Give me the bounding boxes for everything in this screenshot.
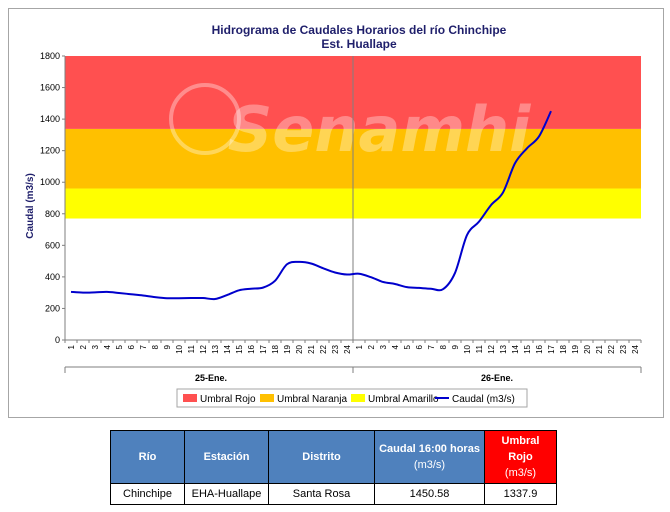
date-label-day1: 25-Ene. xyxy=(195,373,227,383)
x-tick-label: 10 xyxy=(463,344,472,353)
x-tick-label: 3 xyxy=(379,344,388,349)
x-tick-label: 7 xyxy=(427,344,436,349)
cell-umbral-rojo: 1337.9 xyxy=(484,483,557,505)
x-tick-label: 17 xyxy=(259,344,268,353)
x-tick-label: 11 xyxy=(475,344,484,353)
legend-swatch-rojo xyxy=(183,394,197,402)
x-tick-label: 11 xyxy=(187,344,196,353)
series-line-caudal xyxy=(70,110,552,301)
x-tick-label: 1 xyxy=(355,344,364,349)
x-tick-label: 21 xyxy=(307,344,316,353)
x-tick-label: 19 xyxy=(283,344,292,353)
y-tick-label: 800 xyxy=(45,209,60,219)
x-tick-label: 10 xyxy=(175,344,184,353)
x-tick-label: 16 xyxy=(535,344,544,353)
y-tick-label: 1000 xyxy=(40,177,60,187)
x-tick-label: 6 xyxy=(415,344,424,349)
x-tick-label: 4 xyxy=(391,344,400,349)
table-row: Chinchipe EHA-Huallape Santa Rosa 1450.5… xyxy=(110,483,557,505)
chart-legend: Umbral Rojo Umbral Naranja Umbral Amaril… xyxy=(176,388,528,408)
x-tick-label: 16 xyxy=(247,344,256,353)
header-estacion: Estación xyxy=(184,430,269,484)
x-tick-label: 7 xyxy=(139,344,148,349)
x-tick-label: 22 xyxy=(607,344,616,353)
legend-label-naranja: Umbral Naranja xyxy=(277,394,347,405)
y-tick-label: 1200 xyxy=(40,146,60,156)
x-tick-label: 9 xyxy=(163,344,172,349)
header-caudal: Caudal 16:00 horas (m3/s) xyxy=(374,430,485,484)
x-tick-label: 22 xyxy=(319,344,328,353)
y-tick-label: 1800 xyxy=(40,51,60,61)
x-tick-label: 12 xyxy=(487,344,496,353)
date-label-day2: 26-Ene. xyxy=(481,373,513,383)
x-tick-label: 23 xyxy=(619,344,628,353)
x-tick-label: 13 xyxy=(211,344,220,353)
legend-swatch-amarillo xyxy=(351,394,365,402)
x-tick-label: 24 xyxy=(343,344,352,353)
x-tick-label: 3 xyxy=(91,344,100,349)
y-tick-label: 200 xyxy=(45,303,60,313)
x-tick-label: 18 xyxy=(271,344,280,353)
y-tick-label: 0 xyxy=(55,335,60,345)
x-tick-label: 1 xyxy=(67,344,76,349)
x-tick-label: 4 xyxy=(103,344,112,349)
cell-estacion: EHA-Huallape xyxy=(184,483,269,505)
x-tick-label: 5 xyxy=(403,344,412,349)
legend-label-amarillo: Umbral Amarillo xyxy=(368,394,439,405)
y-tick-label: 1600 xyxy=(40,83,60,93)
x-tick-label: 2 xyxy=(79,344,88,349)
x-tick-label: 19 xyxy=(571,344,580,353)
x-tick-label: 20 xyxy=(583,344,592,353)
x-tick-label: 14 xyxy=(511,344,520,353)
x-tick-label: 23 xyxy=(331,344,340,353)
legend-label-caudal: Caudal (m3/s) xyxy=(452,394,515,405)
x-tick-label: 5 xyxy=(115,344,124,349)
x-tick-label: 9 xyxy=(451,344,460,349)
watermark-sun-icon xyxy=(169,83,241,155)
x-tick-label: 17 xyxy=(547,344,556,353)
header-rio: Río xyxy=(110,430,185,484)
x-tick-label: 8 xyxy=(439,344,448,349)
x-tick-label: 21 xyxy=(595,344,604,353)
cell-caudal: 1450.58 xyxy=(374,483,485,505)
chart-frame: Hidrograma de Caudales Horarios del río … xyxy=(8,8,664,418)
y-tick-label: 400 xyxy=(45,272,60,282)
y-tick-label: 1400 xyxy=(40,114,60,124)
legend-label-rojo: Umbral Rojo xyxy=(200,394,256,405)
x-tick-label: 20 xyxy=(295,344,304,353)
x-tick-label: 12 xyxy=(199,344,208,353)
cell-distrito: Santa Rosa xyxy=(268,483,375,505)
hydrograph-chart: Hidrograma de Caudales Horarios del río … xyxy=(25,23,642,408)
x-tick-label: 13 xyxy=(499,344,508,353)
x-tick-label: 15 xyxy=(523,344,532,353)
x-tick-label: 8 xyxy=(151,344,160,349)
chart-title: Hidrograma de Caudales Horarios del río … xyxy=(212,23,507,37)
chart-subtitle: Est. Huallape xyxy=(321,37,397,51)
station-info-table: Río Estación Distrito Caudal 16:00 horas… xyxy=(110,430,557,505)
x-tick-label: 15 xyxy=(235,344,244,353)
table-header-row: Río Estación Distrito Caudal 16:00 horas… xyxy=(110,430,557,484)
x-tick-label: 24 xyxy=(631,344,640,353)
y-tick-label: 600 xyxy=(45,240,60,250)
plot-area: Senamhi 0 200 400 600 800 1000 1200 1400 1600 1800… xyxy=(40,51,642,373)
header-umbral-rojo: Umbral Rojo (m3/s) xyxy=(484,430,557,484)
y-axis-title: Caudal (m3/s) xyxy=(25,173,36,239)
cell-rio: Chinchipe xyxy=(110,483,185,505)
x-tick-label: 2 xyxy=(367,344,376,349)
x-tick-label: 6 xyxy=(127,344,136,349)
header-distrito: Distrito xyxy=(268,430,375,484)
legend-swatch-naranja xyxy=(260,394,274,402)
x-tick-label: 18 xyxy=(559,344,568,353)
watermark-logo: Senamhi xyxy=(228,93,531,166)
x-tick-label: 14 xyxy=(223,344,232,353)
